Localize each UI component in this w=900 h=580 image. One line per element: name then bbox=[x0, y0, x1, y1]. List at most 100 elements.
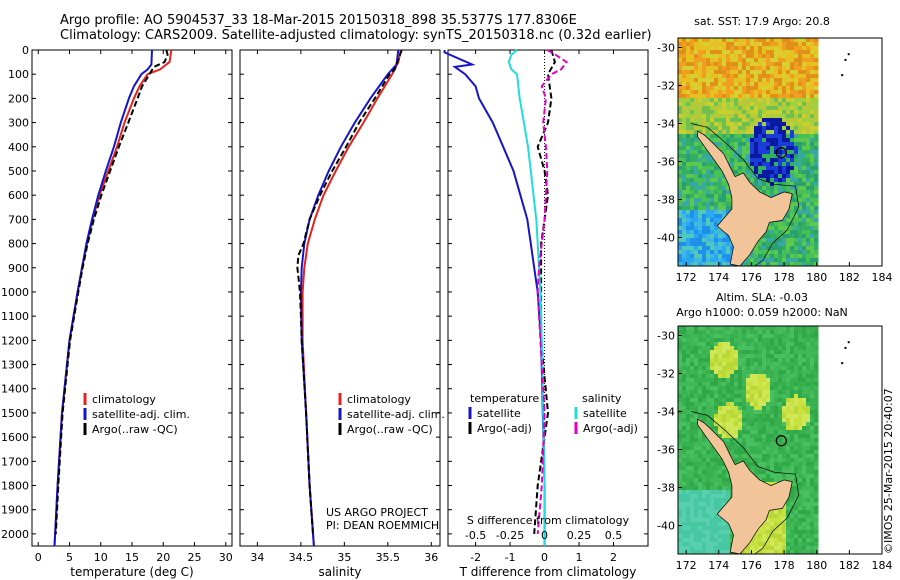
map-cell bbox=[782, 122, 787, 127]
map-cell bbox=[806, 146, 811, 151]
x-axis-label: salinity bbox=[318, 565, 361, 579]
map-cell bbox=[782, 82, 787, 87]
map-cell bbox=[682, 410, 687, 415]
map-cell bbox=[706, 350, 711, 355]
map-cell bbox=[678, 194, 683, 199]
map-cell bbox=[810, 346, 815, 351]
map-cell bbox=[794, 242, 799, 247]
map-cell bbox=[794, 118, 799, 123]
map-cell bbox=[714, 206, 719, 211]
map-cell bbox=[730, 394, 735, 399]
map-cell bbox=[678, 186, 683, 191]
map-cell bbox=[726, 246, 731, 251]
map-cell bbox=[690, 238, 695, 243]
map-cell bbox=[782, 398, 787, 403]
map-cell bbox=[682, 510, 687, 515]
map-cell bbox=[774, 422, 779, 427]
map-cell bbox=[758, 178, 763, 183]
map-cell bbox=[758, 54, 763, 59]
y-tick-label: 200 bbox=[8, 92, 29, 105]
map-cell bbox=[786, 330, 791, 335]
map-cell bbox=[730, 454, 735, 459]
map-cell bbox=[806, 486, 811, 491]
map-cell bbox=[714, 538, 719, 543]
map-cell bbox=[782, 218, 787, 223]
map-cell bbox=[698, 234, 703, 239]
map-cell bbox=[754, 178, 759, 183]
map-cell bbox=[738, 94, 743, 99]
map-cell bbox=[678, 134, 683, 139]
map-cell bbox=[686, 338, 691, 343]
map-cell bbox=[762, 534, 767, 539]
map-cell bbox=[714, 526, 719, 531]
map-cell bbox=[798, 78, 803, 83]
map-cell bbox=[738, 126, 743, 131]
map-cell bbox=[798, 326, 803, 331]
map-cell bbox=[778, 186, 783, 191]
map-cell bbox=[714, 410, 719, 415]
map-cell bbox=[810, 150, 815, 155]
map-cell bbox=[770, 174, 775, 179]
map-cell bbox=[702, 478, 707, 483]
map-cell bbox=[722, 370, 727, 375]
map-cell bbox=[706, 518, 711, 523]
map-cell bbox=[806, 78, 811, 83]
map-cell bbox=[782, 110, 787, 115]
map-cell bbox=[814, 58, 819, 63]
map-cell bbox=[794, 454, 799, 459]
map-cell bbox=[798, 210, 803, 215]
map-cell bbox=[698, 374, 703, 379]
map-cell bbox=[738, 378, 743, 383]
map-cell bbox=[750, 154, 755, 159]
map-cell bbox=[718, 146, 723, 151]
map-cell bbox=[782, 186, 787, 191]
map-cell bbox=[734, 398, 739, 403]
map-cell bbox=[690, 526, 695, 531]
map-cell bbox=[690, 498, 695, 503]
map-cell bbox=[702, 490, 707, 495]
map-cell bbox=[814, 546, 819, 551]
map-cell bbox=[678, 42, 683, 47]
map-cell bbox=[802, 154, 807, 159]
map-cell bbox=[782, 458, 787, 463]
map-cell bbox=[686, 506, 691, 511]
map-cell bbox=[706, 50, 711, 55]
map-cell bbox=[698, 530, 703, 535]
map-cell bbox=[734, 90, 739, 95]
y-tick-label: 400 bbox=[8, 141, 29, 154]
map-cell bbox=[746, 326, 751, 331]
map-cell bbox=[766, 402, 771, 407]
map-cell bbox=[726, 382, 731, 387]
map-cell bbox=[734, 374, 739, 379]
map-cell bbox=[686, 414, 691, 419]
map-cell bbox=[702, 170, 707, 175]
map-cell bbox=[814, 226, 819, 231]
y-tick-label: 1900 bbox=[1, 504, 29, 517]
map-cell bbox=[806, 546, 811, 551]
x-tick-label: 178 bbox=[774, 559, 795, 572]
map-cell bbox=[698, 514, 703, 519]
map-cell bbox=[786, 94, 791, 99]
map-cell bbox=[710, 86, 715, 91]
map-cell bbox=[762, 550, 767, 555]
map-cell bbox=[698, 470, 703, 475]
map-cell bbox=[766, 378, 771, 383]
map-cell bbox=[798, 546, 803, 551]
map-cell bbox=[798, 354, 803, 359]
map-cell bbox=[782, 86, 787, 91]
map-cell bbox=[678, 234, 683, 239]
map-cell bbox=[790, 166, 795, 171]
map-cell bbox=[734, 86, 739, 91]
map-cell bbox=[714, 134, 719, 139]
map-cell bbox=[678, 382, 683, 387]
map-cell bbox=[682, 498, 687, 503]
map-cell bbox=[718, 522, 723, 527]
map-cell bbox=[710, 58, 715, 63]
map-cell bbox=[762, 106, 767, 111]
map-cell bbox=[810, 70, 815, 75]
map-cell bbox=[790, 62, 795, 67]
map-cell bbox=[754, 254, 759, 259]
map-cell bbox=[710, 470, 715, 475]
map-cell bbox=[730, 362, 735, 367]
map-cell bbox=[714, 546, 719, 551]
